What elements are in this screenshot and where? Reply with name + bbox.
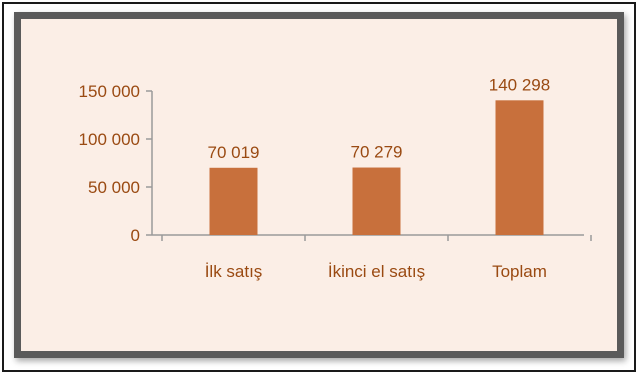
bar	[209, 167, 258, 235]
category-label: İlk satış	[205, 262, 263, 281]
data-label: 140 298	[489, 75, 550, 94]
data-labels: 70 019 70 279 140 298	[208, 75, 551, 161]
x-axis	[152, 234, 592, 241]
y-tick-label: 150 000	[79, 82, 140, 101]
data-label: 70 279	[351, 143, 403, 162]
bar	[352, 167, 401, 235]
y-axis: 0 50 000 100 000 150 000	[79, 82, 153, 245]
category-label: İkinci el satış	[328, 262, 425, 281]
y-tick-label: 0	[131, 226, 140, 245]
data-label: 70 019	[208, 143, 260, 162]
category-labels: İlk satış İkinci el satış Toplam	[205, 262, 547, 281]
y-tick-label: 50 000	[88, 178, 140, 197]
bars	[209, 100, 544, 235]
bar	[495, 100, 544, 235]
y-tick-label: 100 000	[79, 130, 140, 149]
category-label: Toplam	[492, 262, 547, 281]
